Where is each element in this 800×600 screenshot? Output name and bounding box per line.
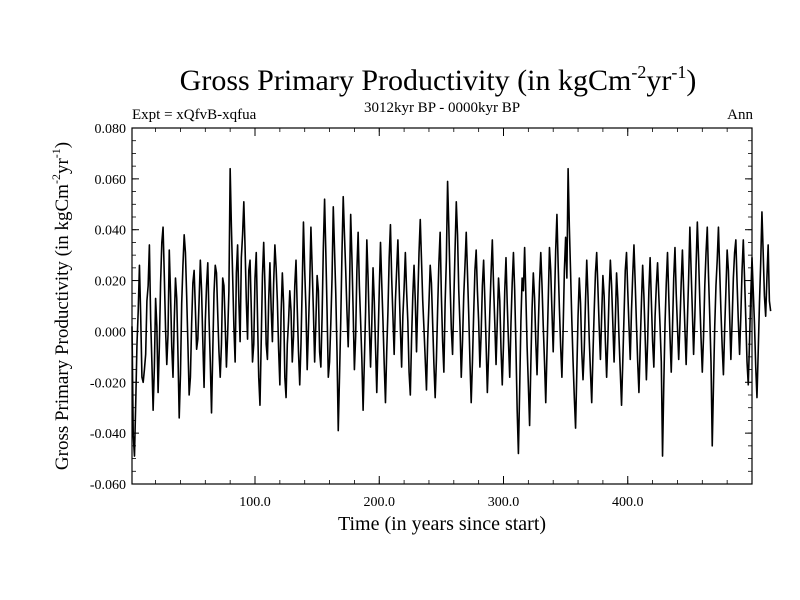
series-line-gpp — [131, 167, 772, 457]
x-axis: 100.0 200.0 300.0 400.0 — [155, 128, 728, 510]
y-axis-label-sup1: -2 — [49, 174, 63, 184]
subtitle-expt: Expt = xQfvB-xqfua — [132, 107, 257, 123]
y-tick-label: -0.060 — [90, 478, 126, 493]
y-tick-label: 0.040 — [95, 224, 127, 239]
subtitle-period: 3012kyr BP - 0000kyr BP — [364, 100, 520, 116]
chart-title: Gross Primary Productivity (in kgCm-2yr-… — [180, 62, 697, 97]
y-axis-label-main: Gross Primary Productivity (in kgCm — [52, 184, 73, 470]
y-tick-label: -0.020 — [90, 376, 126, 391]
y-axis: -0.060 -0.040 -0.020 0.000 0.020 0.040 0.060 0.… — [90, 122, 752, 493]
y-tick-label: 0.000 — [95, 325, 127, 340]
chart-title-mid: yr — [646, 64, 671, 97]
x-tick-label: 200.0 — [364, 495, 396, 510]
y-tick-label: 0.060 — [95, 173, 127, 188]
y-axis-label-end: ) — [52, 142, 73, 148]
y-tick-label: -0.040 — [90, 427, 126, 442]
chart-title-end: ) — [686, 64, 696, 97]
x-tick-label: 300.0 — [488, 495, 520, 510]
x-tick-label: 100.0 — [239, 495, 271, 510]
x-tick-label: 400.0 — [612, 495, 644, 510]
chart-title-sup1: -2 — [631, 62, 646, 82]
y-tick-label: 0.080 — [95, 122, 127, 137]
y-axis-label: Gross Primary Productivity (in kgCm-2yr-… — [49, 142, 73, 470]
subtitle-season: Ann — [727, 107, 753, 123]
x-axis-label: Time (in years since start) — [338, 513, 546, 535]
chart-title-sup2: -1 — [671, 62, 686, 82]
y-axis-label-mid: yr — [52, 158, 73, 175]
chart-title-main: Gross Primary Productivity (in kgCm — [180, 64, 632, 97]
y-tick-label: 0.020 — [95, 275, 127, 290]
y-axis-label-sup2: -1 — [49, 148, 63, 158]
